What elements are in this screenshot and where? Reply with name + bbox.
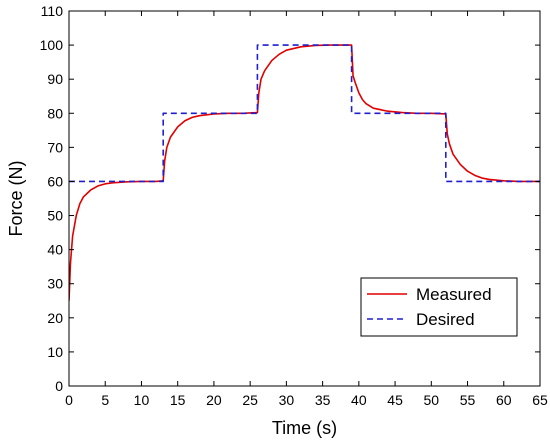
y-tick-label: 0 [55,378,63,394]
y-tick-label: 80 [47,105,63,121]
x-axis: 0 5 10 15 20 25 30 35 40 45 50 55 60 65 [65,11,548,408]
x-tick-label: 25 [242,392,258,408]
plot-frame [68,10,541,387]
x-tick-label: 5 [101,392,109,408]
y-axis-title: Force (N) [6,161,26,237]
x-tick-label: 65 [532,392,548,408]
legend-box [360,277,518,337]
y-tick-label: 10 [47,344,63,360]
legend-label-desired: Desired [416,310,475,329]
x-tick-label: 55 [460,392,476,408]
x-tick-label: 15 [170,392,186,408]
y-tick-label: 70 [47,139,63,155]
legend-label-measured: Measured [416,285,492,304]
x-tick-label: 35 [315,392,331,408]
plot-marks [69,44,540,301]
x-tick-label: 10 [134,392,150,408]
y-tick-label: 20 [47,310,63,326]
series-line-measured [69,44,540,301]
x-tick-label: 30 [279,392,295,408]
x-axis-title: Time (s) [272,418,337,438]
x-tick-label: 40 [351,392,367,408]
y-tick-label: 40 [47,242,63,258]
y-axis: 0 10 20 30 40 50 60 70 80 90 100 110 [40,3,540,394]
y-tick-label: 30 [47,276,63,292]
series-line-desired [69,44,540,183]
x-tick-label: 0 [65,392,73,408]
x-tick-label: 45 [387,392,403,408]
legend: Measured Desired [360,277,518,337]
x-tick-label: 60 [496,392,512,408]
y-tick-label: 100 [40,37,64,53]
y-tick-label: 50 [47,208,63,224]
y-tick-label: 90 [47,71,63,87]
x-tick-label: 20 [206,392,222,408]
y-tick-label: 60 [47,173,63,189]
y-tick-label: 110 [41,3,64,19]
x-tick-label: 50 [424,392,440,408]
